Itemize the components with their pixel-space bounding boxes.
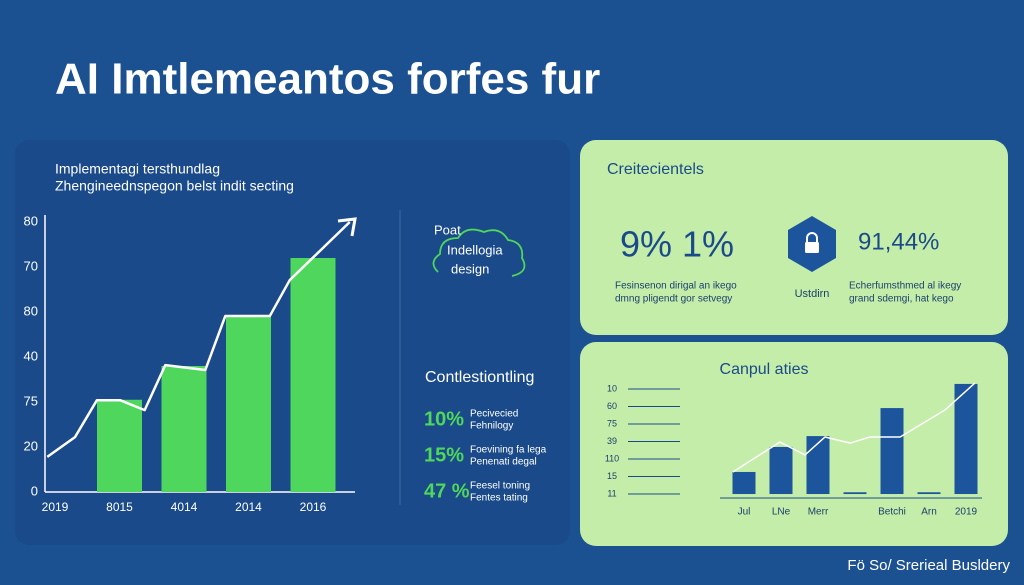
x-tick-label: 8015 — [106, 500, 133, 514]
x-tick-label: 2016 — [300, 500, 327, 514]
contest-heading: Contlestiontling — [425, 369, 534, 386]
y-tick-label: 20 — [24, 438, 38, 453]
bar — [161, 366, 207, 492]
y-tick-label: 15 — [607, 471, 617, 481]
stat-text: Pecivecied — [470, 409, 518, 420]
trend-line — [46, 221, 351, 458]
x-tick-label: 2019 — [955, 507, 978, 518]
footer: Fö So/ Srerieal Busldery — [847, 557, 1010, 574]
bar — [226, 316, 271, 492]
x-tick-label: 2014 — [235, 500, 262, 514]
y-tick-label: 60 — [607, 401, 617, 411]
stat-value: 10% — [424, 408, 464, 430]
card-text: grand sdemgi, hat kego — [849, 294, 954, 305]
card-text: dmng pligendt gor setvegy — [615, 294, 732, 305]
y-tick-label: 80 — [24, 213, 38, 228]
trend-line — [732, 382, 976, 473]
card-text: Echerfumsthmed al ikegy — [849, 281, 961, 292]
y-tick-label: 110 — [605, 453, 619, 463]
lock-shackle — [806, 232, 818, 242]
y-tick-label: 75 — [24, 393, 38, 408]
stat-value: 47 % — [424, 480, 470, 502]
x-tick-label: Jul — [738, 507, 751, 518]
lock-icon — [805, 242, 819, 253]
card-value: 91,44% — [858, 228, 939, 255]
y-tick-label: 39 — [607, 436, 617, 446]
y-tick-label: 11 — [607, 488, 616, 498]
chart-card — [580, 342, 1008, 546]
x-tick-label: LNe — [772, 507, 791, 518]
bar — [806, 436, 830, 495]
stat-text: Foevining fa lega — [470, 445, 547, 456]
bar — [954, 383, 978, 495]
stat-value: 15% — [424, 444, 464, 466]
y-tick-label: 75 — [607, 418, 617, 428]
bar — [843, 492, 867, 495]
chart-title: Implementagi tersthundlag — [55, 161, 220, 177]
y-tick-label: 70 — [24, 258, 38, 273]
y-tick-label: 10 — [607, 383, 617, 393]
stat-text: Fehnilogy — [470, 421, 513, 432]
x-tick-label: Betchi — [878, 507, 906, 518]
chart-title: Canpul aties — [720, 361, 809, 378]
bar — [769, 446, 793, 495]
y-tick-label: 40 — [24, 348, 38, 363]
stat-text: Fentes tating — [470, 493, 528, 504]
concept-line: design — [451, 261, 489, 276]
x-tick-label: Merr — [808, 507, 829, 518]
cloud-icon — [432, 228, 526, 277]
stat-text: Feesel toning — [470, 481, 530, 492]
page-title: AI Imtlemeantos forfes fur — [55, 55, 600, 104]
x-tick-label: Arn — [921, 507, 937, 518]
concept-line: Poat — [434, 222, 461, 237]
concept-line: Indellogia — [447, 242, 503, 257]
bar — [290, 258, 336, 492]
y-tick-label: 80 — [24, 303, 38, 318]
bar — [97, 399, 142, 492]
x-tick-label: 2019 — [42, 500, 69, 514]
stat-text: Penenati degal — [470, 457, 537, 468]
icon-label: Ustdirn — [795, 288, 830, 300]
bar — [880, 408, 904, 495]
trend-arrowhead — [337, 217, 357, 237]
card-value: 9% 1% — [620, 224, 734, 265]
card-text: Fesinsenon dirigal an ikego — [615, 281, 737, 292]
bar — [732, 471, 756, 495]
chart-subtitle: Zhengineednspegon belst indit secting — [55, 178, 294, 194]
y-tick-label: 0 — [31, 483, 38, 498]
card-heading: Creitecientels — [607, 161, 704, 178]
x-tick-label: 4014 — [171, 500, 198, 514]
bar — [917, 492, 941, 495]
